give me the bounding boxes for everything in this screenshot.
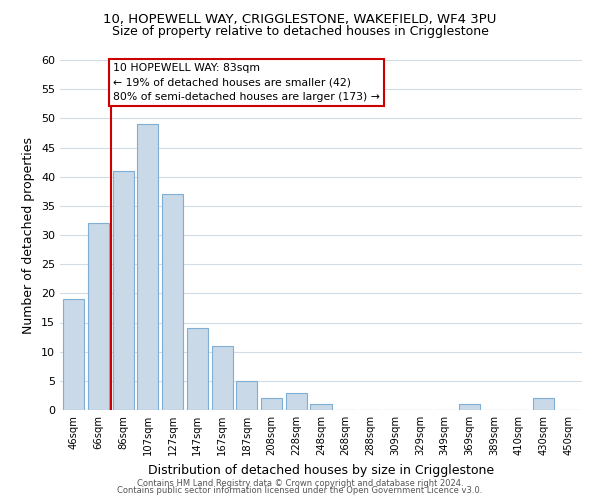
Text: Contains public sector information licensed under the Open Government Licence v3: Contains public sector information licen… xyxy=(118,486,482,495)
Text: Contains HM Land Registry data © Crown copyright and database right 2024.: Contains HM Land Registry data © Crown c… xyxy=(137,478,463,488)
Bar xyxy=(236,381,257,410)
Bar xyxy=(162,194,183,410)
X-axis label: Distribution of detached houses by size in Crigglestone: Distribution of detached houses by size … xyxy=(148,464,494,476)
Bar xyxy=(63,299,84,410)
Bar xyxy=(261,398,282,410)
Text: 10 HOPEWELL WAY: 83sqm
← 19% of detached houses are smaller (42)
80% of semi-det: 10 HOPEWELL WAY: 83sqm ← 19% of detached… xyxy=(113,63,380,102)
Bar xyxy=(212,346,233,410)
Bar xyxy=(113,171,134,410)
Bar xyxy=(88,224,109,410)
Text: Size of property relative to detached houses in Crigglestone: Size of property relative to detached ho… xyxy=(112,25,488,38)
Bar xyxy=(286,392,307,410)
Bar xyxy=(459,404,480,410)
Bar xyxy=(187,328,208,410)
Bar xyxy=(533,398,554,410)
Y-axis label: Number of detached properties: Number of detached properties xyxy=(22,136,35,334)
Text: 10, HOPEWELL WAY, CRIGGLESTONE, WAKEFIELD, WF4 3PU: 10, HOPEWELL WAY, CRIGGLESTONE, WAKEFIEL… xyxy=(103,12,497,26)
Bar xyxy=(310,404,332,410)
Bar xyxy=(137,124,158,410)
